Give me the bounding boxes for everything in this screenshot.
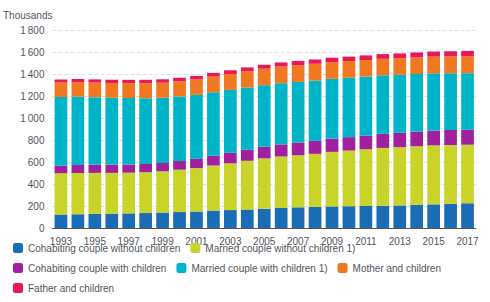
svg-text:1 200: 1 200 xyxy=(20,91,45,102)
svg-text:Father and children: Father and children xyxy=(28,283,114,294)
svg-text:1 600: 1 600 xyxy=(20,47,45,58)
svg-text:Married couple with children 1: Married couple with children 1) xyxy=(191,263,327,274)
svg-text:2007: 2007 xyxy=(287,235,310,247)
svg-text:400: 400 xyxy=(28,179,45,190)
svg-text:2013: 2013 xyxy=(389,236,412,247)
svg-text:1999: 1999 xyxy=(151,235,174,247)
svg-text:2011: 2011 xyxy=(355,236,377,247)
svg-text:Married couple without childre: Married couple without children 1) xyxy=(205,243,355,254)
svg-text:2003: 2003 xyxy=(219,235,242,247)
svg-text:2015: 2015 xyxy=(423,236,446,247)
svg-text:2001: 2001 xyxy=(185,235,208,247)
svg-text:1995: 1995 xyxy=(83,235,106,247)
svg-text:2017: 2017 xyxy=(456,236,479,247)
svg-text:1993: 1993 xyxy=(49,235,73,247)
svg-text:200: 200 xyxy=(28,201,45,212)
svg-text:1 400: 1 400 xyxy=(20,69,45,80)
svg-text:1 000: 1 000 xyxy=(20,113,45,124)
svg-text:Thousands: Thousands xyxy=(3,10,52,21)
svg-text:2005: 2005 xyxy=(253,235,276,247)
svg-text:1 800: 1 800 xyxy=(20,25,45,36)
svg-text:600: 600 xyxy=(28,157,45,168)
svg-text:1997: 1997 xyxy=(117,235,140,247)
svg-text:Mother and children: Mother and children xyxy=(353,263,441,274)
svg-text:0: 0 xyxy=(39,223,45,234)
svg-text:2009: 2009 xyxy=(320,235,344,247)
svg-text:800: 800 xyxy=(28,135,45,146)
svg-text:Cohabiting couple with childre: Cohabiting couple with children xyxy=(28,263,166,274)
svg-text:Cohabiting couple without chil: Cohabiting couple without children xyxy=(28,243,180,254)
